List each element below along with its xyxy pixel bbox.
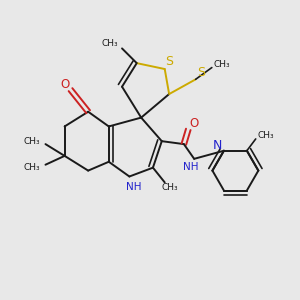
Text: CH₃: CH₃ xyxy=(258,131,274,140)
Text: S: S xyxy=(197,66,205,80)
Text: CH₃: CH₃ xyxy=(214,60,230,69)
Text: O: O xyxy=(60,78,69,91)
Text: S: S xyxy=(165,55,173,68)
Text: O: O xyxy=(189,117,198,130)
Text: CH₃: CH₃ xyxy=(102,39,119,48)
Text: CH₃: CH₃ xyxy=(24,163,40,172)
Text: CH₃: CH₃ xyxy=(162,183,178,192)
Text: CH₃: CH₃ xyxy=(24,137,40,146)
Text: N: N xyxy=(213,139,222,152)
Text: NH: NH xyxy=(184,162,199,172)
Text: NH: NH xyxy=(126,182,142,192)
